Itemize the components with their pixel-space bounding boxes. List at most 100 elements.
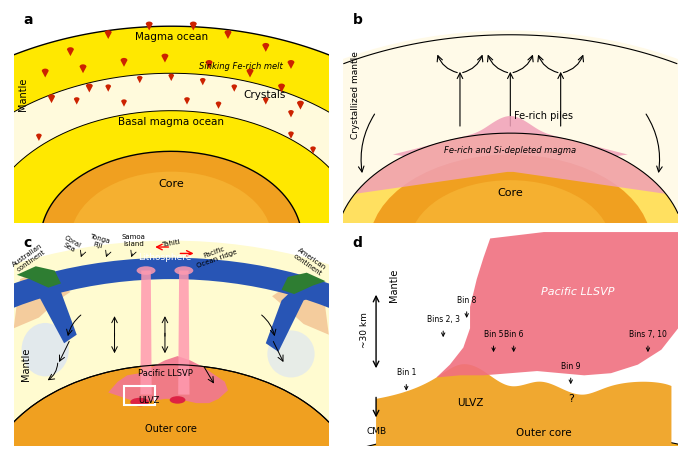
Polygon shape <box>86 84 92 92</box>
Text: Tonga
Fiji: Tonga Fiji <box>87 233 110 251</box>
Polygon shape <box>288 60 295 69</box>
Polygon shape <box>14 271 71 329</box>
Text: Outer core: Outer core <box>145 424 197 434</box>
Text: American
continent: American continent <box>292 247 327 277</box>
Polygon shape <box>36 134 42 141</box>
Text: Pacific
Ocean ridge: Pacific Ocean ridge <box>193 243 238 269</box>
Text: Outer core: Outer core <box>516 428 572 438</box>
Wedge shape <box>40 152 302 240</box>
Text: Sinking Fe-rich melt: Sinking Fe-rich melt <box>199 62 282 71</box>
Polygon shape <box>121 58 127 67</box>
Text: Bin 1: Bin 1 <box>397 369 416 378</box>
Polygon shape <box>200 78 206 86</box>
Text: Core: Core <box>158 179 184 189</box>
Polygon shape <box>105 30 112 39</box>
Polygon shape <box>42 69 49 77</box>
Polygon shape <box>79 64 86 73</box>
Text: Bins 7, 10: Bins 7, 10 <box>629 330 667 339</box>
Text: ~30 km: ~30 km <box>360 313 369 349</box>
Text: Bin 5: Bin 5 <box>484 330 503 339</box>
Text: Bin 9: Bin 9 <box>561 362 580 371</box>
Text: Samoa
Island: Samoa Island <box>121 234 145 247</box>
Polygon shape <box>297 101 304 110</box>
Text: Bin 8: Bin 8 <box>457 296 476 305</box>
Text: Coral
Sea: Coral Sea <box>60 234 82 254</box>
Polygon shape <box>137 76 142 83</box>
Ellipse shape <box>22 323 68 376</box>
Text: a: a <box>23 13 33 27</box>
Polygon shape <box>178 271 190 394</box>
Text: Mantle: Mantle <box>18 78 28 111</box>
Ellipse shape <box>309 442 685 455</box>
Polygon shape <box>288 131 294 139</box>
Ellipse shape <box>130 398 149 406</box>
Polygon shape <box>232 84 237 92</box>
Text: Pacific LLSVP: Pacific LLSVP <box>138 369 192 378</box>
Text: CMB: CMB <box>366 427 386 435</box>
Text: Lithosphere: Lithosphere <box>138 253 192 262</box>
Text: Pacific LLSVP: Pacific LLSVP <box>540 287 614 297</box>
Ellipse shape <box>170 396 186 404</box>
Polygon shape <box>140 271 151 394</box>
Polygon shape <box>169 74 174 81</box>
Text: d: d <box>353 236 362 250</box>
Text: Bins 2, 3: Bins 2, 3 <box>427 315 460 324</box>
Wedge shape <box>71 172 272 240</box>
Text: Crystals: Crystals <box>244 90 286 100</box>
Polygon shape <box>206 60 212 69</box>
Polygon shape <box>355 116 666 194</box>
Polygon shape <box>288 110 294 117</box>
Text: Core: Core <box>497 188 523 198</box>
Wedge shape <box>410 180 611 244</box>
Polygon shape <box>17 266 61 288</box>
Polygon shape <box>225 30 232 39</box>
Polygon shape <box>105 84 111 92</box>
Text: ?: ? <box>568 394 573 404</box>
Polygon shape <box>247 69 253 77</box>
Ellipse shape <box>267 330 314 378</box>
Polygon shape <box>184 97 190 105</box>
Polygon shape <box>266 286 323 352</box>
Text: Magma ocean: Magma ocean <box>135 32 208 42</box>
Text: Bin 6: Bin 6 <box>504 330 523 339</box>
Wedge shape <box>0 26 486 240</box>
Text: ULVZ: ULVZ <box>457 398 483 408</box>
Polygon shape <box>48 94 55 103</box>
Polygon shape <box>216 101 221 109</box>
Bar <box>124 386 155 405</box>
Text: Tahiti: Tahiti <box>162 238 181 248</box>
Polygon shape <box>108 356 228 403</box>
Wedge shape <box>175 30 685 244</box>
Wedge shape <box>0 73 417 240</box>
Ellipse shape <box>175 266 193 275</box>
Polygon shape <box>278 84 285 92</box>
Text: c: c <box>23 236 32 250</box>
Polygon shape <box>67 47 74 56</box>
Polygon shape <box>162 54 169 62</box>
Polygon shape <box>272 275 329 335</box>
Polygon shape <box>282 273 325 294</box>
Polygon shape <box>74 97 79 105</box>
Text: Mantle: Mantle <box>390 269 399 302</box>
Polygon shape <box>20 279 77 343</box>
Polygon shape <box>190 21 197 30</box>
Polygon shape <box>310 147 316 154</box>
Wedge shape <box>0 258 517 455</box>
Text: Australian
continent: Australian continent <box>11 242 48 273</box>
Polygon shape <box>263 97 269 105</box>
Ellipse shape <box>136 266 155 275</box>
Text: Mantle: Mantle <box>21 348 32 381</box>
Wedge shape <box>0 364 360 455</box>
Text: ULVZ: ULVZ <box>138 396 160 405</box>
Polygon shape <box>262 43 269 52</box>
Polygon shape <box>376 364 671 446</box>
Text: Fe-rich and Si-depleted magma: Fe-rich and Si-depleted magma <box>445 146 576 155</box>
Wedge shape <box>0 241 543 455</box>
Wedge shape <box>369 155 651 244</box>
Text: Basal magma ocean: Basal magma ocean <box>119 117 224 127</box>
Text: Crystallized mantle: Crystallized mantle <box>351 51 360 139</box>
Polygon shape <box>436 232 678 378</box>
Wedge shape <box>336 133 685 244</box>
Wedge shape <box>0 111 362 240</box>
Ellipse shape <box>275 429 685 455</box>
